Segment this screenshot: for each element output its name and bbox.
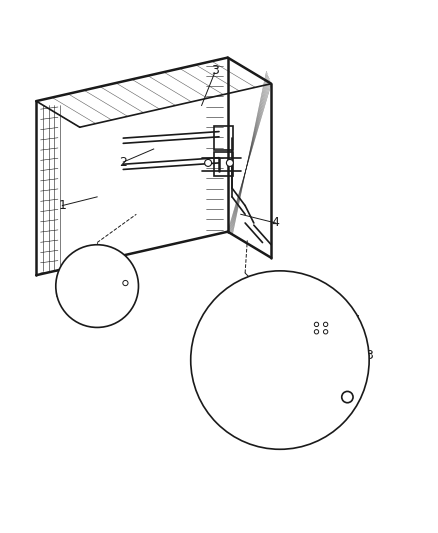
Text: 6: 6 — [54, 288, 62, 301]
Text: 3: 3 — [365, 349, 373, 362]
FancyBboxPatch shape — [214, 152, 233, 176]
Text: 4: 4 — [222, 321, 230, 334]
Text: 2: 2 — [119, 156, 127, 168]
Text: 8: 8 — [283, 365, 290, 378]
FancyBboxPatch shape — [314, 315, 331, 342]
Circle shape — [314, 322, 319, 327]
Circle shape — [314, 329, 319, 334]
FancyBboxPatch shape — [214, 126, 233, 150]
Text: 7: 7 — [352, 314, 360, 327]
Circle shape — [191, 271, 369, 449]
Text: 5: 5 — [115, 284, 123, 297]
Circle shape — [56, 245, 138, 327]
Circle shape — [323, 329, 328, 334]
Circle shape — [123, 280, 128, 286]
FancyBboxPatch shape — [106, 279, 119, 287]
Text: 4: 4 — [272, 216, 279, 230]
Circle shape — [323, 322, 328, 327]
Circle shape — [342, 391, 353, 403]
Text: 1: 1 — [58, 199, 66, 212]
Text: 3: 3 — [211, 64, 219, 77]
Circle shape — [205, 159, 212, 166]
Circle shape — [226, 159, 233, 166]
